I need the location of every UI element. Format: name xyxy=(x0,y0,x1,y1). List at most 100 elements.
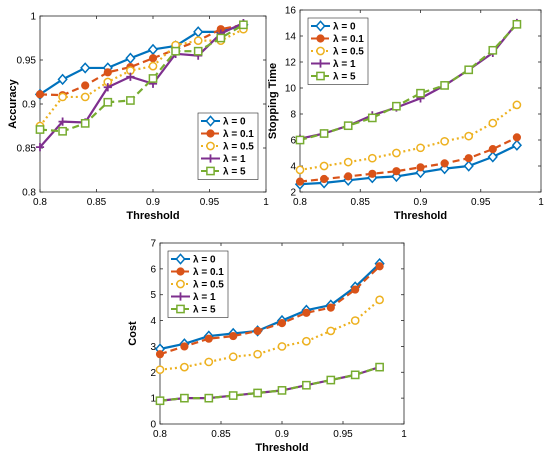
legend-marker xyxy=(175,253,186,265)
data-point xyxy=(155,365,165,375)
series-1 xyxy=(155,262,384,359)
legend-label: λ = 1 xyxy=(193,292,216,303)
y-tick-label: 5 xyxy=(150,290,156,301)
data-point xyxy=(239,20,248,30)
data-point xyxy=(367,113,377,123)
data-point xyxy=(180,362,189,372)
legend-marker xyxy=(206,141,215,151)
y-axis-label: Accuracy xyxy=(7,78,19,128)
legend: λ = 0λ = 0.1 λ = 0.5λ = 1 λ = 5 xyxy=(197,112,259,180)
legend-marker xyxy=(206,129,215,138)
y-tick-label: 10 xyxy=(285,84,297,95)
x-tick-label: 0.8 xyxy=(33,197,47,208)
data-point xyxy=(511,139,523,151)
legend-label: λ = 0.1 xyxy=(193,267,224,278)
legend-label: λ = 5 xyxy=(333,72,356,83)
y-axis-label: Stopping Time xyxy=(267,63,279,139)
y-tick-label: 4 xyxy=(290,162,296,173)
x-axis-label: Threshold xyxy=(255,442,308,454)
data-point xyxy=(512,19,522,29)
data-point xyxy=(302,336,311,346)
data-point xyxy=(416,163,425,172)
legend-label: λ = 0.5 xyxy=(193,280,224,291)
data-point xyxy=(343,121,353,131)
data-point xyxy=(512,100,522,110)
legend-marker xyxy=(316,34,325,43)
data-point xyxy=(416,143,425,153)
data-point xyxy=(228,352,238,362)
data-point xyxy=(326,303,335,312)
data-point xyxy=(148,54,158,63)
data-point xyxy=(302,308,311,317)
data-point xyxy=(488,45,498,55)
series-line xyxy=(299,104,518,171)
y-tick-label: 14 xyxy=(285,32,297,43)
x-tick-label: 1 xyxy=(538,197,544,208)
data-point xyxy=(103,83,112,92)
legend-label: λ = 0.1 xyxy=(223,129,254,140)
series-line xyxy=(299,144,518,186)
legend: λ = 0λ = 0.1 λ = 0.5λ = 1 λ = 5 xyxy=(167,250,229,318)
y-tick-label: 2 xyxy=(290,188,296,199)
legend-label: λ = 1 xyxy=(333,59,356,70)
series-2 xyxy=(155,295,384,375)
data-point xyxy=(440,81,449,90)
x-tick-label: 0.85 xyxy=(87,197,107,208)
legend-label: λ = 0.1 xyxy=(333,34,364,45)
data-point xyxy=(57,73,68,86)
x-tick-label: 1 xyxy=(263,197,269,208)
data-point xyxy=(58,126,67,136)
series-line xyxy=(159,262,381,351)
legend-label: λ = 0.5 xyxy=(223,142,254,153)
data-point xyxy=(193,46,203,56)
data-point xyxy=(35,143,45,152)
y-tick-label: 3 xyxy=(150,342,156,353)
data-point xyxy=(440,159,449,168)
data-point xyxy=(81,81,90,90)
series-line xyxy=(39,23,244,133)
data-point xyxy=(204,334,213,343)
legend: λ = 0λ = 0.1 λ = 0.5λ = 1 λ = 5 xyxy=(307,17,369,85)
legend-label: λ = 5 xyxy=(193,305,216,316)
data-point xyxy=(125,52,136,64)
legend-label: λ = 0 xyxy=(333,22,356,33)
data-point xyxy=(350,370,360,380)
series-line xyxy=(159,265,381,356)
y-tick-label: 0.85 xyxy=(17,144,37,155)
data-point xyxy=(440,136,449,146)
data-point xyxy=(295,177,305,186)
data-point xyxy=(253,349,262,359)
chart-3: 0.8 0.85 0.9 0.95 1 0 1 2 3 4 5 6 7 Threshold Cost λ = … xyxy=(127,239,407,455)
series-2 xyxy=(295,100,522,175)
data-point xyxy=(103,68,112,77)
y-tick-label: 6 xyxy=(150,264,156,275)
data-point xyxy=(320,174,329,184)
series-line xyxy=(299,136,518,183)
data-point xyxy=(80,92,90,102)
series-1 xyxy=(295,133,522,186)
data-point xyxy=(277,342,287,351)
y-tick-label: 0 xyxy=(150,420,156,431)
y-tick-label: 16 xyxy=(285,6,297,17)
x-tick-label: 0.95 xyxy=(200,197,220,208)
data-point xyxy=(126,96,135,105)
data-point xyxy=(216,33,226,43)
data-point xyxy=(80,62,91,74)
data-point xyxy=(512,133,522,142)
chart-1: 0.8 0.85 0.9 0.95 1 0.8 0.85 0.9 0.95 1 Threshold A… xyxy=(7,12,269,223)
data-point xyxy=(58,117,67,126)
data-point xyxy=(302,380,311,390)
data-point xyxy=(80,119,90,128)
series-line xyxy=(39,28,244,127)
data-point xyxy=(343,157,353,167)
legend-marker xyxy=(206,166,215,176)
legend-marker xyxy=(176,304,185,314)
data-point xyxy=(319,129,329,138)
x-tick-label: 0.95 xyxy=(471,197,491,208)
legend-marker xyxy=(316,46,325,56)
data-point xyxy=(375,295,384,305)
data-point xyxy=(155,396,165,406)
legend-label: λ = 0 xyxy=(223,117,246,128)
data-point xyxy=(58,92,67,102)
data-point xyxy=(295,165,305,175)
